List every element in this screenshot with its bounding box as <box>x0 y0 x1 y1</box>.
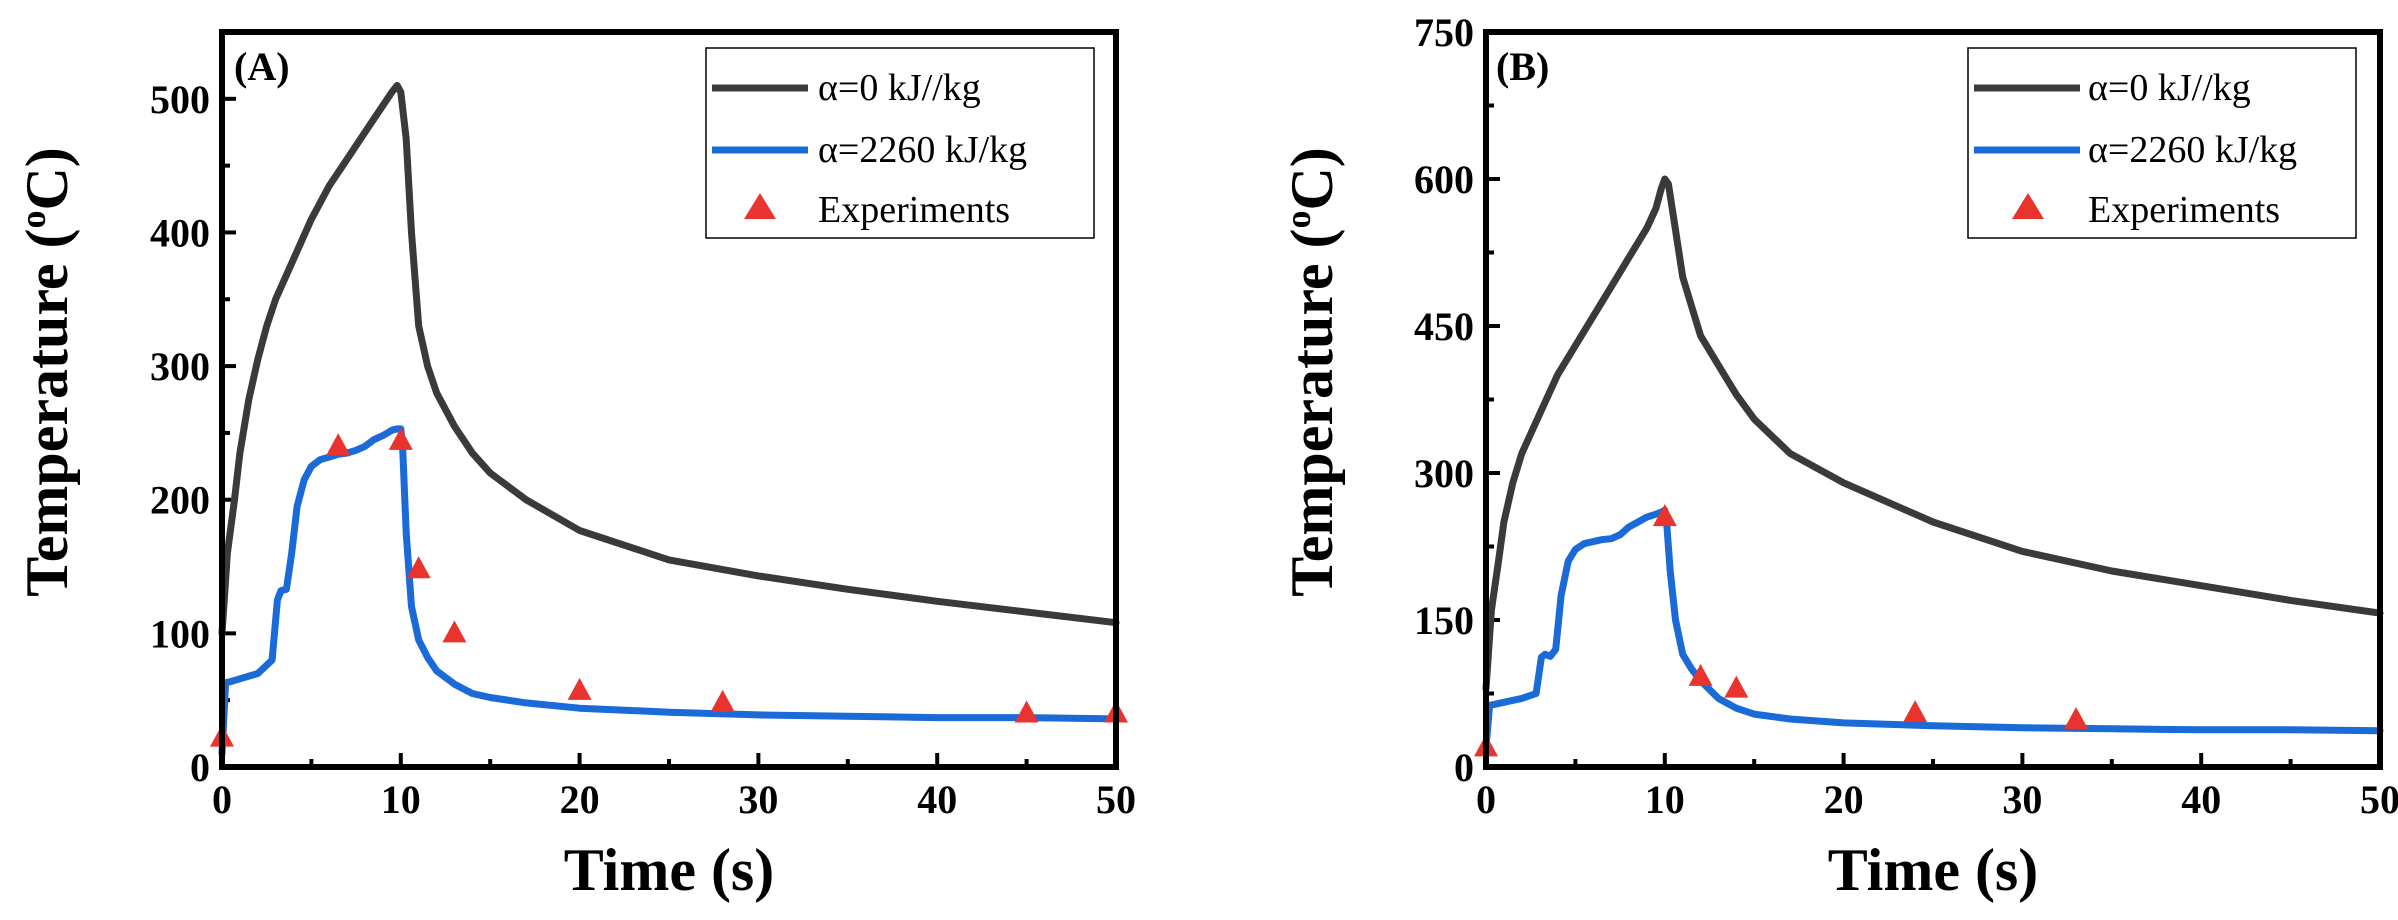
legend-b: α=0 kJ//kg α=2260 kJ/kg Experiments <box>1967 47 2357 239</box>
legend-label-zero-b: α=0 kJ//kg <box>2088 67 2251 109</box>
panel-label-a: (A) <box>234 44 290 89</box>
y-tick-label-b: 600 <box>1414 157 1474 202</box>
x-tick-label-a: 50 <box>1096 777 1136 822</box>
legend-label-zero-a: α=0 kJ//kg <box>818 67 981 109</box>
x-tick-label-a: 20 <box>560 777 600 822</box>
x-ticks-b: 0 10 20 30 40 50 <box>1476 753 2398 822</box>
y-tick-label-b: 300 <box>1414 451 1474 496</box>
x-axis-title-a: Time (s) <box>564 837 775 903</box>
legend-box-a <box>705 47 1095 239</box>
x-tick-label-a: 30 <box>738 777 778 822</box>
y-tick-label-b: 150 <box>1414 598 1474 643</box>
experiment-point-a <box>326 433 351 456</box>
y-axis-title-b: Temperature (oC) <box>1278 147 1345 597</box>
x-tick-label-a: 10 <box>381 777 421 822</box>
experiment-point-a <box>406 556 431 579</box>
experiment-point-b <box>1688 663 1713 686</box>
x-tick-label-b: 50 <box>2360 777 2398 822</box>
plot-frame-b <box>1483 29 2383 770</box>
y-tick-label-b: 750 <box>1414 10 1474 55</box>
y-axis-title-a: Temperature (oC) <box>13 147 80 597</box>
y-tick-label-a: 0 <box>190 745 210 790</box>
series-line-alpha-0-b <box>1482 175 2384 693</box>
panel-a: Temperature (oC) Time (s) 0 10 20 30 40 50 0 1… <box>13 29 1136 903</box>
plot-frame-a <box>219 29 1119 770</box>
x-tick-label-b: 40 <box>2181 777 2221 822</box>
x-tick-label-a: 40 <box>917 777 957 822</box>
x-tick-label-a: 0 <box>212 777 232 822</box>
panel-label-b: (B) <box>1496 44 1549 89</box>
y-tick-label-a: 100 <box>150 611 210 656</box>
legend-swatch-experiments-a <box>744 193 776 219</box>
series-layer-b <box>1474 175 2384 757</box>
y-tick-label-a: 400 <box>150 210 210 255</box>
legend-a: α=0 kJ//kg α=2260 kJ/kg Experiments <box>705 47 1095 239</box>
legend-label-experiments-a: Experiments <box>818 189 1010 231</box>
legend-label-2260-a: α=2260 kJ/kg <box>818 129 1027 171</box>
x-tick-label-b: 10 <box>1645 777 1685 822</box>
y-tick-label-b: 0 <box>1454 745 1474 790</box>
legend-label-experiments-b: Experiments <box>2088 189 2280 231</box>
y-ticks-b: 0 150 300 450 600 750 <box>1414 10 1500 790</box>
series-line-alpha-2260-a <box>218 425 1120 758</box>
x-tick-label-b: 30 <box>2002 777 2042 822</box>
series-line-alpha-0-a <box>218 82 1120 637</box>
x-tick-label-b: 20 <box>1824 777 1864 822</box>
experiment-point-a <box>567 677 592 700</box>
experiment-point-a <box>1014 700 1039 723</box>
legend-label-2260-b: α=2260 kJ/kg <box>2088 129 2297 171</box>
experiment-point-b <box>1652 504 1677 527</box>
y-tick-label-a: 500 <box>150 77 210 122</box>
y-tick-label-a: 200 <box>150 478 210 523</box>
legend-swatch-experiments-b <box>2012 193 2044 219</box>
x-axis-title-b: Time (s) <box>1828 837 2039 903</box>
experiment-point-a <box>442 620 467 643</box>
experiment-point-a <box>710 689 735 712</box>
x-tick-label-b: 0 <box>1476 777 1496 822</box>
y-tick-label-a: 300 <box>150 344 210 389</box>
experiment-point-a <box>388 427 413 450</box>
experiment-point-b <box>1903 700 1928 723</box>
y-tick-label-b: 450 <box>1414 304 1474 349</box>
series-line-alpha-2260-b <box>1482 506 2384 751</box>
panel-b: Temperature (oC) Time (s) 0 10 20 30 40 50 0 1… <box>1278 10 2398 903</box>
x-ticks-a: 0 10 20 30 40 50 <box>212 753 1136 822</box>
experiment-point-b <box>1724 675 1749 698</box>
experiment-point-b <box>2064 706 2089 729</box>
